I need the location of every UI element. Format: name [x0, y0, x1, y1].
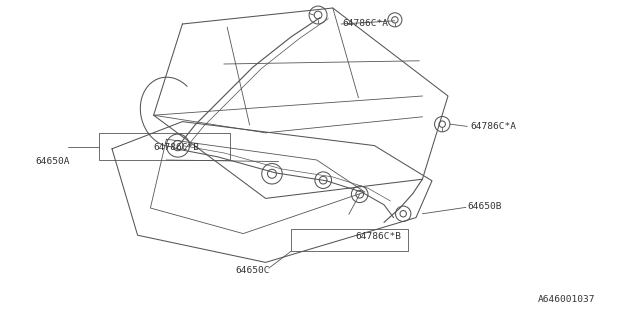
Text: 64786C*A: 64786C*A: [470, 122, 516, 131]
Text: 64650A: 64650A: [35, 157, 70, 166]
Text: 64786C*A: 64786C*A: [342, 20, 388, 28]
Bar: [99, 133, 230, 160]
Text: 64650B: 64650B: [467, 202, 502, 211]
Text: 64650C: 64650C: [236, 266, 270, 275]
Bar: [291, 229, 408, 251]
Text: 64786C*B: 64786C*B: [355, 232, 401, 241]
Text: A646001037: A646001037: [538, 295, 595, 304]
Text: 64786C*B: 64786C*B: [154, 143, 200, 152]
